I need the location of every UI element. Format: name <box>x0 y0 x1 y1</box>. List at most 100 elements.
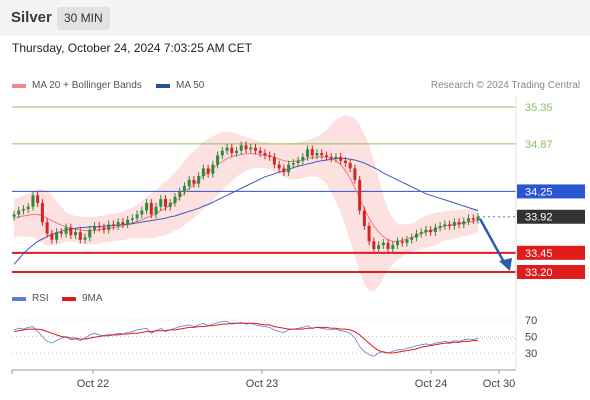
candles <box>12 141 480 253</box>
candle-body <box>424 229 428 233</box>
candle-body <box>272 156 276 165</box>
candle-body <box>220 150 224 156</box>
candle-body <box>140 210 144 215</box>
candle-body <box>438 225 442 228</box>
candle-body <box>159 199 163 207</box>
candle-body <box>396 241 400 246</box>
candle-body <box>145 202 149 211</box>
candle-body <box>50 233 54 240</box>
candle-body <box>168 202 172 207</box>
candle-body <box>244 145 248 150</box>
credit-text: Research © 2024 Trading Central <box>430 80 580 91</box>
candle-body <box>462 221 466 225</box>
candle-body <box>92 225 96 230</box>
rsi-tick-30: 30 <box>525 348 537 360</box>
header-bar: Silver 30 MIN <box>0 0 590 36</box>
candle-body <box>287 164 291 173</box>
rsi-tick-50: 50 <box>525 332 537 344</box>
candle-body <box>235 150 239 154</box>
candle-body <box>173 196 177 203</box>
legend-ma20-label: MA 20 + Bollinger Bands <box>32 80 142 91</box>
candle-body <box>230 147 234 154</box>
candle-body <box>443 224 447 226</box>
candle-body <box>429 229 433 233</box>
candle-body <box>26 206 30 210</box>
forecast-arrow-shaft <box>478 218 507 265</box>
candle-body <box>433 227 437 233</box>
x-tick-label: Oct 30 <box>483 378 515 390</box>
price-label-bg-33.45 <box>517 245 585 260</box>
bollinger-band <box>14 115 478 292</box>
candle-body <box>343 160 347 164</box>
candle-body <box>315 153 319 156</box>
price-label-34.87: 34.87 <box>525 139 553 151</box>
candle-body <box>154 206 158 215</box>
candle-body <box>367 225 371 242</box>
candle-body <box>36 195 40 203</box>
candle-body <box>282 168 286 173</box>
candle-body <box>386 242 390 249</box>
price-label-33.92: 33.92 <box>525 212 553 224</box>
legend-rsi: RSI <box>12 293 49 304</box>
x-tick-label: Oct 23 <box>246 378 278 390</box>
candle-body <box>182 186 186 192</box>
price-label-33.20: 33.20 <box>525 267 553 279</box>
price-label-34.25: 34.25 <box>525 186 553 198</box>
candle-body <box>419 232 423 234</box>
candle-body <box>107 224 111 230</box>
legend-rsi-swatch <box>12 296 26 301</box>
candle-body <box>353 168 357 180</box>
candle-body <box>12 214 16 217</box>
legend-ma20-swatch <box>12 83 26 88</box>
candle-body <box>192 179 196 184</box>
candle-body <box>452 222 456 226</box>
candle-body <box>400 241 404 243</box>
candle-body <box>296 160 300 164</box>
candle-body <box>201 168 205 177</box>
candle-body <box>59 232 63 234</box>
candle-body <box>329 156 333 159</box>
candle-body <box>253 147 257 151</box>
rsi-9ma-line <box>13 322 478 354</box>
candle-body <box>405 239 409 243</box>
legend-ma50-swatch <box>156 83 170 88</box>
candle-body <box>40 202 44 223</box>
candle-body <box>78 232 82 240</box>
candle-body <box>471 218 475 220</box>
price-label-33.45: 33.45 <box>525 248 553 260</box>
price-label-bg-33.20 <box>517 265 585 279</box>
candle-body <box>149 202 153 215</box>
legend-9ma-swatch <box>62 296 76 301</box>
candle-body <box>126 219 130 225</box>
timeframe-button[interactable]: 30 MIN <box>57 7 110 30</box>
candle-body <box>381 242 385 246</box>
x-tick-label: Oct 24 <box>415 378 447 390</box>
candle-body <box>377 245 381 249</box>
timestamp: Thursday, October 24, 2024 7:03:25 AM CE… <box>12 41 252 55</box>
candle-body <box>448 224 452 226</box>
candle-body <box>130 218 134 220</box>
instrument-title: Silver <box>11 9 52 26</box>
candle-body <box>414 233 418 238</box>
candle-body <box>225 147 229 151</box>
candle-body <box>216 155 220 165</box>
ma20-line <box>13 153 479 242</box>
candle-body <box>206 168 210 174</box>
candle-body <box>45 222 49 234</box>
candle-body <box>476 216 480 220</box>
candle-body <box>135 214 139 219</box>
candle-body <box>258 150 262 154</box>
candle-body <box>410 237 414 240</box>
candle-body <box>268 155 272 157</box>
candle-body <box>306 149 310 157</box>
x-tick-label: Oct 22 <box>77 378 109 390</box>
candle-body <box>88 229 92 238</box>
candle-body <box>239 145 243 151</box>
candle-body <box>391 245 395 249</box>
candle-body <box>310 149 314 156</box>
candle-body <box>334 156 338 159</box>
candle-body <box>211 164 215 174</box>
candle-body <box>164 199 168 207</box>
candle-body <box>55 232 59 240</box>
candle-body <box>21 209 25 211</box>
